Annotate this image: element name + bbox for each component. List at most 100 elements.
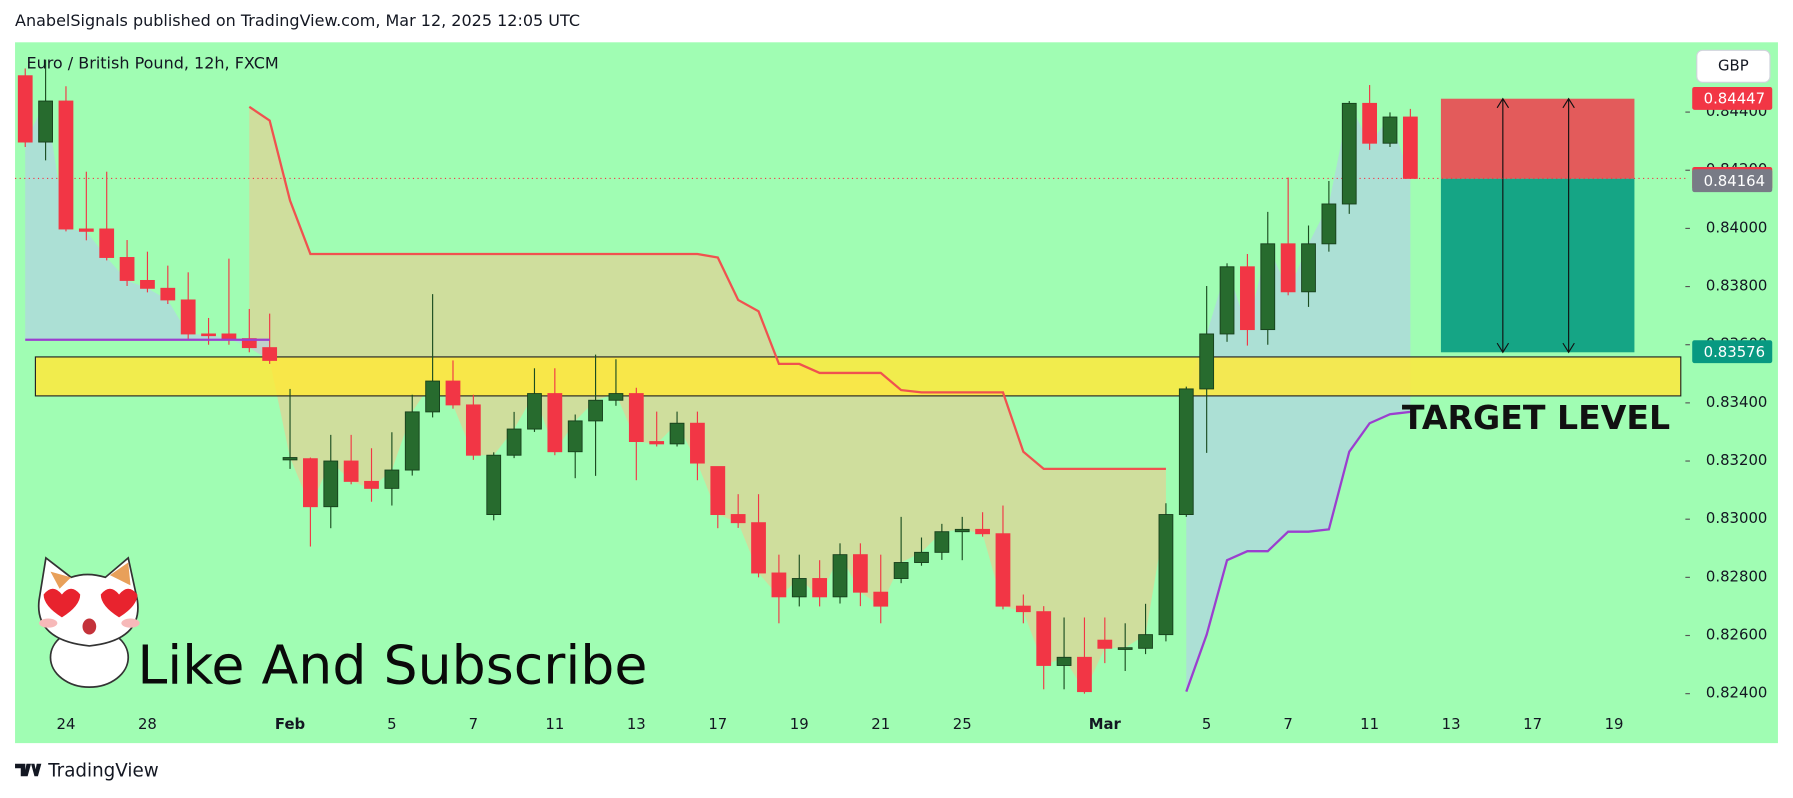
candle-body bbox=[404, 411, 420, 471]
candle-body bbox=[343, 460, 359, 482]
mascot bbox=[37, 556, 140, 688]
candle-body bbox=[1077, 656, 1092, 693]
price-tag-label: 0.84164 bbox=[1704, 172, 1765, 190]
x-tick-label: 17 bbox=[1523, 715, 1542, 733]
price-tag bbox=[1692, 169, 1773, 193]
candle-body bbox=[852, 554, 868, 593]
x-tick-label: 13 bbox=[1442, 715, 1461, 733]
symbol-title: Euro / British Pound, 12h, FXCM bbox=[26, 54, 278, 73]
header: AnabelSignals published on TradingView.c… bbox=[15, 11, 580, 30]
candle-body bbox=[180, 299, 196, 335]
candle-body bbox=[1097, 639, 1113, 649]
y-tick-label: 0.83200 bbox=[1706, 451, 1767, 469]
x-tick-label: 24 bbox=[57, 715, 76, 733]
indicator-fill bbox=[1186, 103, 1411, 692]
candle-body bbox=[303, 458, 318, 508]
y-tick-label: 0.82600 bbox=[1706, 626, 1767, 644]
x-tick-label: 19 bbox=[790, 715, 809, 733]
arrow-head bbox=[1562, 97, 1575, 354]
candle-body bbox=[201, 333, 216, 337]
candle-body bbox=[588, 399, 603, 422]
candle-body bbox=[1199, 333, 1215, 390]
candle-body bbox=[1138, 634, 1153, 649]
candle-body bbox=[832, 554, 848, 598]
candle-body bbox=[547, 393, 563, 453]
x-tick-label: 19 bbox=[1605, 715, 1624, 733]
footer-brand: TradingView bbox=[47, 761, 159, 782]
candle-body bbox=[1240, 266, 1255, 331]
candle-body bbox=[1117, 647, 1133, 650]
x-tick-label: 25 bbox=[953, 715, 972, 733]
y-tick-label: 0.82800 bbox=[1706, 567, 1767, 585]
candle-body bbox=[710, 466, 726, 515]
candle-body bbox=[893, 562, 909, 579]
y-tick-label: 0.82400 bbox=[1706, 684, 1767, 702]
candle-body bbox=[119, 257, 135, 281]
candle-body bbox=[649, 441, 665, 445]
candle-body bbox=[1301, 243, 1316, 293]
candle-body bbox=[608, 393, 624, 401]
indicator-line bbox=[248, 105, 1166, 471]
candle-body bbox=[873, 591, 889, 607]
candle-body bbox=[1219, 266, 1235, 335]
x-tick-label: 21 bbox=[871, 715, 890, 733]
price-tag bbox=[1692, 340, 1773, 364]
stop-box bbox=[1440, 98, 1635, 179]
candle-body bbox=[1382, 116, 1398, 144]
price-tag-label: 0.83576 bbox=[1704, 343, 1765, 361]
candle-body bbox=[791, 578, 807, 598]
y-tick-label: 0.84000 bbox=[1706, 218, 1767, 236]
y-tick-label: 0.83800 bbox=[1706, 277, 1767, 295]
x-tick-label: 28 bbox=[138, 715, 157, 733]
candle-body bbox=[384, 469, 400, 489]
candle-body bbox=[812, 578, 828, 598]
candle-body bbox=[425, 380, 441, 413]
candle-body bbox=[99, 228, 115, 258]
x-tick-label: 5 bbox=[1202, 715, 1211, 733]
candle-body bbox=[1158, 514, 1174, 636]
x-tick-label: 7 bbox=[469, 715, 478, 733]
candle-body bbox=[1362, 102, 1378, 144]
candle-body bbox=[914, 551, 929, 563]
candle-body bbox=[690, 422, 705, 464]
candle-body bbox=[1321, 203, 1337, 245]
candle-body bbox=[1260, 243, 1276, 331]
y-tick-label: 0.83400 bbox=[1706, 393, 1767, 411]
candle-body bbox=[17, 75, 33, 143]
candle-body bbox=[140, 279, 155, 289]
target-label: TARGET LEVEL bbox=[1402, 398, 1670, 437]
y-tick-label: 0.83000 bbox=[1706, 509, 1767, 527]
candle-body bbox=[221, 333, 237, 340]
candle-body bbox=[567, 420, 583, 453]
candle-body bbox=[323, 460, 339, 508]
arrow-head bbox=[1496, 97, 1510, 354]
x-tick-label: Mar bbox=[1089, 715, 1122, 733]
candle-body bbox=[934, 531, 950, 553]
candle-body bbox=[241, 338, 257, 349]
x-tick-label: 11 bbox=[1360, 715, 1379, 733]
currency-label: GBP bbox=[1718, 56, 1749, 74]
candle-body bbox=[730, 514, 746, 524]
candle-body bbox=[1178, 388, 1194, 515]
candle-body bbox=[771, 572, 787, 598]
candle-body bbox=[975, 528, 990, 535]
candle-body bbox=[78, 228, 94, 232]
candle-body bbox=[1015, 605, 1031, 613]
candle-body bbox=[465, 404, 481, 456]
x-tick-label: 7 bbox=[1283, 715, 1292, 733]
candle-body bbox=[262, 347, 278, 361]
candle-body bbox=[38, 100, 53, 143]
candle-body bbox=[58, 100, 74, 230]
currency-button[interactable] bbox=[1696, 49, 1771, 83]
indicator-line bbox=[1185, 410, 1411, 693]
candle-body bbox=[995, 533, 1011, 607]
x-tick-label: 11 bbox=[545, 715, 564, 733]
indicator-fill bbox=[25, 101, 270, 361]
candle-body bbox=[486, 454, 502, 515]
candle-body bbox=[506, 428, 522, 456]
target-box bbox=[1440, 178, 1635, 353]
candle-body bbox=[1280, 243, 1296, 293]
x-tick-label: Feb bbox=[275, 715, 305, 733]
